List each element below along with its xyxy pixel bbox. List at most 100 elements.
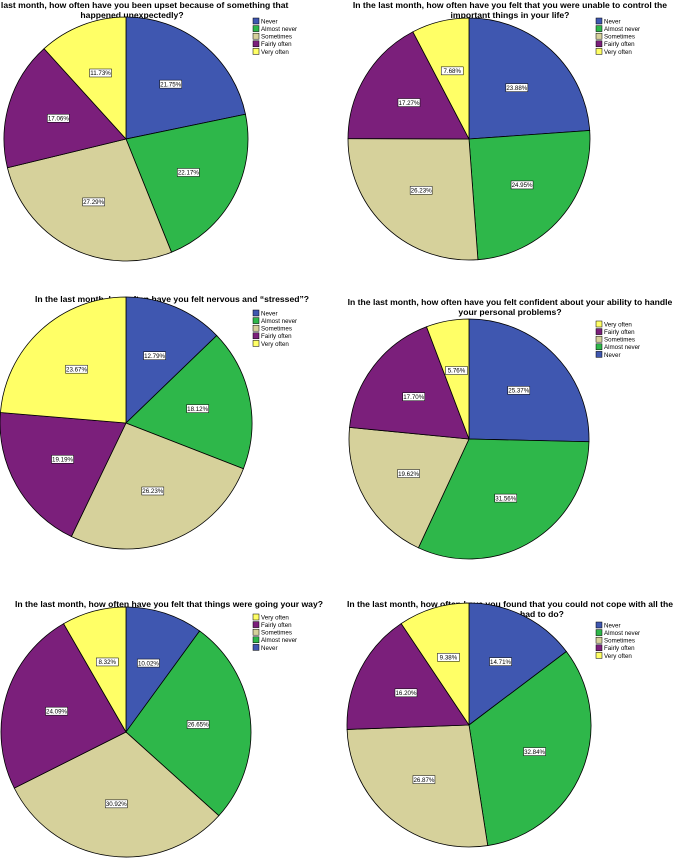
pie-slice-very-often <box>43 16 127 141</box>
slice-label: 30.92% <box>106 801 127 808</box>
legend-swatch-fairly-often <box>595 328 603 335</box>
legend-label: Fairly often <box>261 333 292 340</box>
slice-label: 16.20% <box>395 690 416 697</box>
legend-swatch-fairly-often <box>252 332 260 340</box>
slice-label-box <box>445 366 468 375</box>
legend-label: Sometimes <box>604 638 635 645</box>
legend-swatch-almost-never <box>252 636 260 644</box>
legend-label: Almost never <box>261 637 297 644</box>
chart-title-line: your personal problems? <box>458 307 561 317</box>
legend-swatch-very-often <box>252 340 260 347</box>
legend-label: Very often <box>604 49 632 56</box>
slice-label: 17.70% <box>403 394 424 401</box>
slice-label: 23.67% <box>66 366 87 373</box>
slice-label: 19.19% <box>52 456 73 463</box>
legend-label: Never <box>261 310 278 317</box>
legend-swatch-never <box>595 621 603 629</box>
slice-label: 27.29% <box>83 199 104 206</box>
pie-chart-1: In the last month, how often have you be… <box>0 0 297 262</box>
pie-slice-never <box>468 17 591 140</box>
legend-swatch-very-often <box>595 652 603 659</box>
chart-title-line: In the last month, how often have you fe… <box>35 294 309 304</box>
pie-slice-almost-never <box>125 334 253 470</box>
chart-title-line: In the last month, how often have you fe… <box>353 0 667 10</box>
legend-label: Never <box>604 622 621 629</box>
slice-label: 26.87% <box>413 777 434 784</box>
pie-slice-very-often <box>400 602 470 727</box>
chart-title-line: In the last month, how often have you fe… <box>15 599 323 609</box>
legend-swatch-sometimes <box>252 32 260 40</box>
slice-label-box <box>89 68 112 78</box>
slice-label-box <box>494 493 517 503</box>
legend-label: Almost never <box>261 26 297 33</box>
pie-slice-never <box>125 296 218 424</box>
pie-slices <box>346 602 592 848</box>
pie-slices <box>348 318 590 560</box>
pie-slice-fairly-often <box>0 412 127 538</box>
pie-slice-never <box>125 16 246 140</box>
pie-slice-fairly-often <box>3 48 127 169</box>
pie-labels: 23.88% 24.95% 26.23% 17.27% 7.68% <box>397 66 534 195</box>
legend-label: Fairly often <box>604 41 635 48</box>
slice-label-box <box>505 83 529 92</box>
legend-swatch-almost-never <box>595 25 603 32</box>
pie-labels: 21.75% 22.17% 27.29% 17.06% 11.73% <box>47 68 200 207</box>
pie-slice-very-often <box>426 318 470 440</box>
pie-slice-fairly-often <box>347 31 470 140</box>
pie-slice-almost-never <box>468 130 591 261</box>
legend-swatch-sometimes <box>595 32 603 40</box>
legend-swatch-never <box>595 17 603 25</box>
slice-label: 32.84% <box>524 749 545 756</box>
pie-slice-sometimes <box>70 422 244 550</box>
chart-title: In the last month, how often have you be… <box>0 0 289 20</box>
slice-label: 10.02% <box>138 660 159 667</box>
slice-label-box <box>186 720 210 729</box>
slice-label-box <box>510 180 534 190</box>
chart-title: In the last month, how often have you fe… <box>35 294 309 304</box>
slice-label: 24.09% <box>46 708 67 715</box>
legend-swatch-never <box>595 351 603 358</box>
slice-label: 18.12% <box>187 406 208 413</box>
slice-label: 31.56% <box>495 495 516 502</box>
slice-label-box <box>51 455 74 464</box>
pie-labels: 12.79% 18.12% 26.23% 19.19% 23.67% <box>51 351 209 496</box>
legend-label: Almost never <box>604 26 640 33</box>
chart-title: In the last month, how often have you fe… <box>353 0 667 20</box>
chart-title-line: In the last month, how often have you fe… <box>348 297 673 307</box>
legend-label: Very often <box>604 321 632 328</box>
legend-swatch-sometimes <box>252 628 260 636</box>
slice-label-box <box>397 98 421 107</box>
pie-slice-fairly-often <box>0 623 127 789</box>
legend-label: Fairly often <box>604 645 635 652</box>
legend-label: Sometimes <box>604 34 635 41</box>
pie-slice-fairly-often <box>346 623 470 730</box>
legend-swatch-fairly-often <box>252 621 260 628</box>
pie-slice-sometimes <box>348 426 470 549</box>
pie-slice-sometimes <box>13 731 220 858</box>
legend-swatch-almost-never <box>252 25 260 32</box>
pie-chart-6: In the last month, how often have you fo… <box>346 599 673 848</box>
slice-label-box <box>65 364 88 374</box>
pie-labels: 10.02% 26.65% 30.92% 24.09% 8.32% <box>45 657 210 809</box>
slice-label: 19.62% <box>398 471 419 478</box>
chart-title: In the last month, how often have you fe… <box>15 599 323 609</box>
legend-swatch-never <box>252 17 260 25</box>
legend-label: Sometimes <box>261 34 292 41</box>
slice-label: 26.23% <box>142 488 163 495</box>
slice-label: 22.17% <box>178 170 199 177</box>
pie-labels: 14.71% 32.84% 26.87% 16.20% 9.38% <box>394 653 546 784</box>
slice-label-box <box>159 79 182 89</box>
slice-label-box <box>489 657 512 666</box>
slice-label-box <box>397 469 420 478</box>
legend-swatch-almost-never <box>252 317 260 324</box>
legend-label: Almost never <box>604 344 640 351</box>
slice-label: 7.68% <box>443 68 461 75</box>
slice-label: 24.95% <box>512 182 533 189</box>
slice-label-box <box>437 653 460 662</box>
chart-title: In the last month, how often have you fe… <box>348 297 673 317</box>
legend-label: Sometimes <box>604 337 635 344</box>
